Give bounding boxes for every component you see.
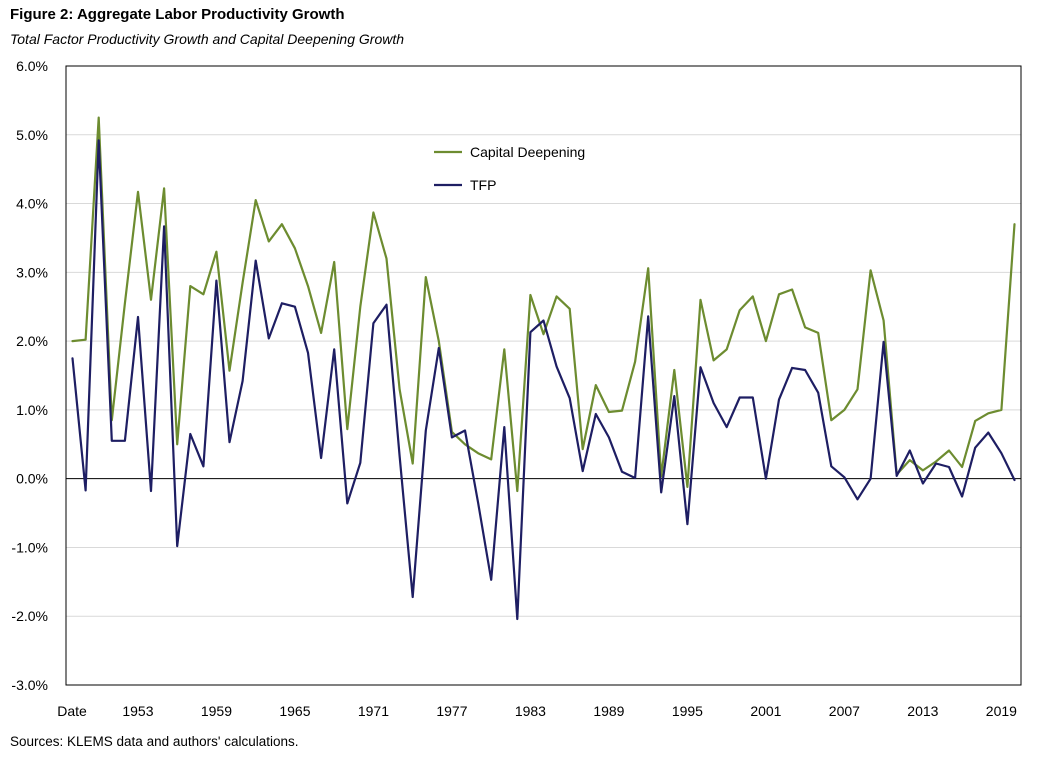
tfp-line <box>71 139 1016 621</box>
x-axis-ticks: Date 1953 1959 1965 1971 1977 1983 1989 1995 2001… <box>57 703 1017 719</box>
legend-label: Capital Deepening <box>470 144 585 160</box>
x-tick-label: 1953 <box>122 703 153 719</box>
legend: Capital Deepening TFP <box>434 144 585 193</box>
plot-frame <box>65 65 1022 686</box>
x-tick-label: 1965 <box>279 703 310 719</box>
y-tick-label: 5.0% <box>16 127 48 143</box>
x-tick-label: 1983 <box>515 703 546 719</box>
x-tick-label: 2019 <box>986 703 1017 719</box>
y-tick-label: 0.0% <box>16 471 48 487</box>
chart-subtitle: Total Factor Productivity Growth and Cap… <box>10 31 405 47</box>
y-tick-label: -1.0% <box>11 539 48 555</box>
capital-deepening-line <box>71 116 1016 493</box>
y-tick-label: 1.0% <box>16 402 48 418</box>
y-axis-ticks: -3.0% -2.0% -1.0% 0.0% 1.0% 2.0% 3.0% 4.0% 5.0% 6… <box>11 58 48 693</box>
y-tick-label: 6.0% <box>16 58 48 74</box>
x-tick-label: Date <box>57 703 87 719</box>
y-tick-label: 2.0% <box>16 333 48 349</box>
legend-label: TFP <box>470 177 496 193</box>
x-tick-label: 1989 <box>593 703 624 719</box>
x-tick-label: 1995 <box>672 703 703 719</box>
x-tick-label: 1971 <box>358 703 389 719</box>
x-tick-label: 2013 <box>907 703 938 719</box>
x-tick-label: 2001 <box>750 703 781 719</box>
x-tick-label: 2007 <box>829 703 860 719</box>
y-tick-label: 3.0% <box>16 264 48 280</box>
y-tick-label: -3.0% <box>11 677 48 693</box>
y-tick-label: -2.0% <box>11 608 48 624</box>
y-tick-label: 4.0% <box>16 196 48 212</box>
x-tick-label: 1977 <box>436 703 467 719</box>
chart-title: Figure 2: Aggregate Labor Productivity G… <box>10 6 345 23</box>
gridlines <box>66 134 1021 617</box>
series-lines <box>71 116 1016 621</box>
source-note: Sources: KLEMS data and authors' calcula… <box>10 734 299 749</box>
x-tick-label: 1959 <box>201 703 232 719</box>
